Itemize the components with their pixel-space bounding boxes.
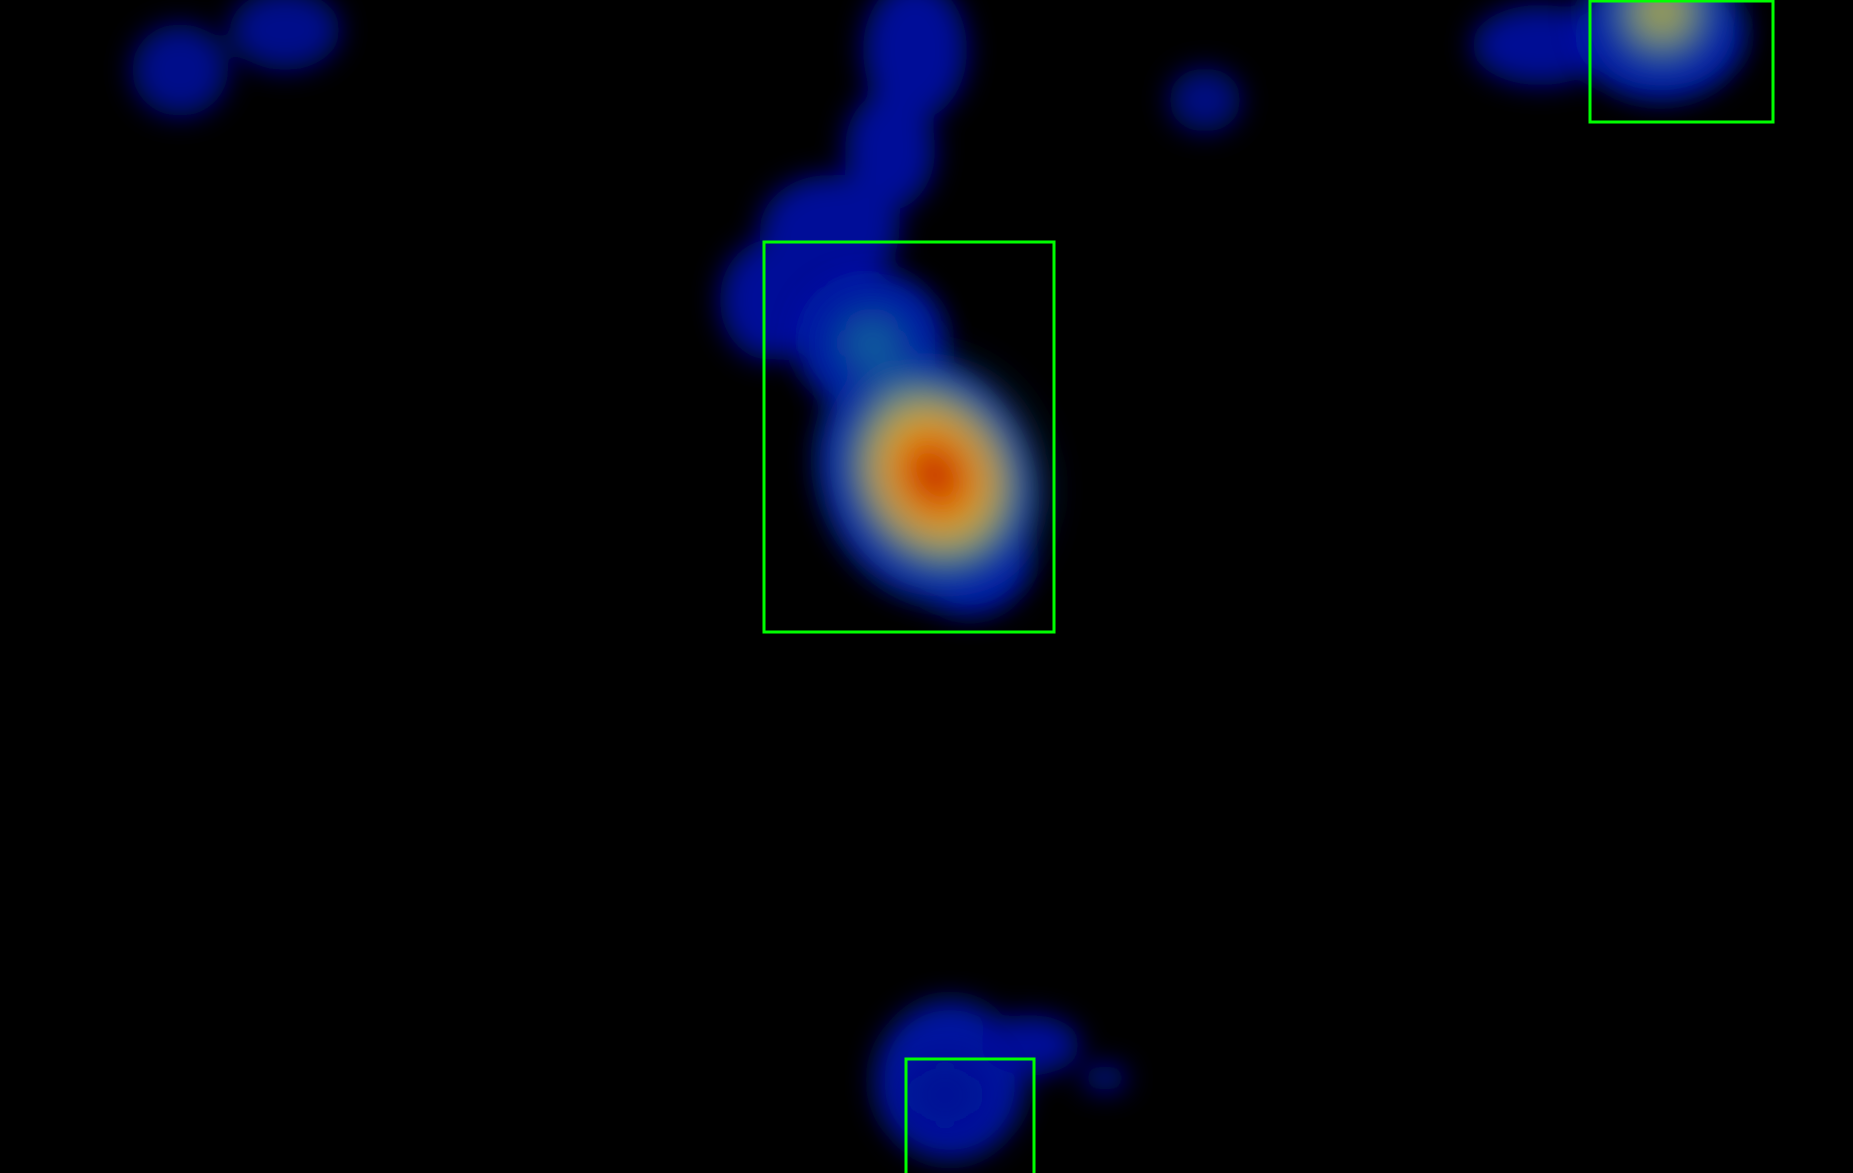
detection-box-layer xyxy=(762,0,1775,1173)
streak-left-lobe xyxy=(720,240,820,360)
heat-peak-layer xyxy=(812,0,1732,1135)
upper-center-streak xyxy=(863,0,967,120)
center-main-peak xyxy=(825,354,1045,596)
detection-box-top-right xyxy=(1588,0,1775,124)
top-right-left-lobe xyxy=(1472,5,1608,85)
top-left-blob-b xyxy=(230,0,340,70)
top-right-peak xyxy=(1592,0,1732,82)
bottom-tail xyxy=(1083,1064,1127,1092)
top-left-blob-a xyxy=(132,24,228,116)
detection-box-bottom xyxy=(904,1057,1036,1173)
streak-mid xyxy=(845,90,935,210)
bottom-center-core xyxy=(900,1055,990,1135)
detection-box-center xyxy=(762,240,1056,634)
bottom-right-lobe xyxy=(980,1015,1080,1075)
top-center-small-blob xyxy=(1169,68,1241,132)
